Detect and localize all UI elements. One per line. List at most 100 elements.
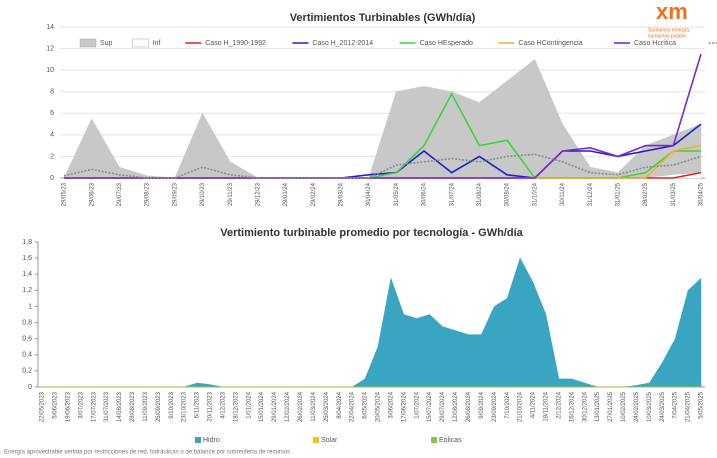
y-tick-label: 0,2: [22, 368, 32, 375]
x-tick-label: 31/10/24: [532, 182, 538, 206]
x-tick-label: 29/07/23: [117, 182, 123, 206]
area: [63, 59, 702, 179]
x-tick-label: 24/03/2025: [660, 391, 666, 422]
x-tick-label: 23/09/2024: [492, 391, 498, 422]
x-tick-label: 21/10/2024: [518, 391, 524, 422]
legend-swatch: [431, 437, 437, 443]
x-tick-label: 31/01/25: [615, 182, 621, 206]
legend-label: Caso HEsperado: [420, 40, 473, 47]
x-tick-label: 3/07/2023: [78, 391, 84, 418]
x-tick-label: 5/06/2023: [52, 391, 58, 418]
x-tick-label: 11/09/2023: [143, 391, 149, 421]
x-tick-label: 7/04/2025: [673, 391, 679, 418]
y-tick-label: 1,8: [22, 239, 32, 246]
x-tick-label: 21/04/2025: [686, 391, 692, 422]
x-tick-label: 29/12/23: [255, 182, 261, 206]
x-tick-label: 15/07/2024: [427, 391, 433, 422]
chart-title: Vertimientos Turbinables (GWh/día): [290, 12, 476, 24]
y-tick-label: 1: [28, 303, 32, 310]
x-tick-label: 16/12/2024: [569, 391, 575, 422]
x-tick-label: 17/07/2023: [91, 391, 97, 422]
x-tick-label: 14/08/2023: [117, 391, 123, 422]
chart-title: Vertimiento turbinable promedio por tecn…: [220, 227, 523, 239]
x-tick-label: 13/01/2025: [595, 391, 601, 422]
x-tick-label: 31/07/2023: [104, 391, 110, 422]
x-tick-label: 10/02/2025: [621, 391, 627, 422]
x-tick-label: 5/05/2025: [699, 391, 705, 418]
legend-label: Eólicas: [439, 437, 462, 444]
x-tick-label: 30/06/24: [422, 182, 428, 206]
x-tick-label: 20/05/2024: [376, 391, 382, 422]
line: [63, 153, 702, 179]
x-tick-label: 29/10/23: [200, 182, 206, 206]
y-tick-label: 1,4: [22, 271, 32, 278]
x-tick-label: 27/01/2025: [608, 391, 614, 422]
x-tick-label: 29/08/23: [145, 182, 151, 206]
x-tick-label: 30/09/24: [505, 182, 511, 206]
x-tick-label: 26/08/2024: [466, 391, 472, 422]
x-tick-label: 29/01/24: [283, 182, 289, 206]
x-tick-label: 20/11/2023: [208, 391, 214, 421]
y-tick-label: 1,6: [22, 255, 32, 262]
x-tick-label: 4/12/2023: [220, 391, 226, 418]
y-tick-label: 1,2: [22, 287, 32, 294]
legend-label: Hidro: [203, 437, 220, 444]
x-tick-label: 25/09/2023: [156, 391, 162, 422]
x-tick-label: 8/04/2024: [337, 391, 343, 418]
legend-label: Caso H_2012-2014: [312, 40, 373, 47]
legend-label: Inf: [153, 40, 161, 47]
logo-slogan: Sumamos energía,: [648, 27, 690, 33]
x-tick-label: 1/07/2024: [414, 391, 420, 418]
x-tick-label: 4/11/2024: [531, 391, 537, 418]
legend-label: Caso H_1990-1992: [205, 40, 266, 47]
x-tick-label: 19/06/2023: [65, 391, 71, 422]
y-tick-label: 12: [46, 45, 54, 52]
x-tick-label: 29/03/24: [339, 182, 345, 206]
x-tick-label: 7/10/2024: [505, 391, 511, 418]
y-tick-label: 0: [50, 175, 54, 182]
x-tick-label: 30/12/2024: [582, 391, 588, 422]
x-tick-label: 31/07/24: [449, 182, 455, 206]
legend-swatch: [132, 38, 149, 48]
x-tick-label: 31/03/25: [671, 182, 677, 206]
y-tick-label: 2: [50, 153, 54, 160]
logo-mark: xm: [656, 0, 688, 24]
footnote: Energía aprovechable vertida por restric…: [4, 450, 290, 456]
y-tick-label: 10: [46, 67, 54, 74]
x-tick-label: 6/11/2023: [195, 391, 201, 418]
x-tick-label: 3/06/2024: [388, 391, 394, 418]
logo-slogan: sumamos pasión: [648, 33, 686, 39]
y-tick-label: 14: [46, 24, 54, 31]
y-tick-label: 0,4: [22, 352, 32, 359]
x-tick-label: 23/10/2023: [182, 391, 188, 422]
y-tick-label: 0: [28, 384, 32, 391]
legend-label: Sup: [100, 40, 113, 47]
x-tick-label: 28/08/2023: [130, 391, 136, 422]
x-tick-label: 9/09/2024: [479, 391, 485, 418]
x-tick-label: 31/12/24: [588, 182, 594, 206]
x-tick-label: 11/03/2024: [311, 391, 317, 421]
x-tick-label: 30/04/25: [699, 182, 705, 206]
legend-label: Caso HContingencia: [518, 40, 582, 47]
line: [64, 53, 702, 179]
legend-swatch: [313, 437, 319, 443]
x-tick-label: 29/07/2024: [440, 391, 446, 422]
y-tick-label: 4: [50, 132, 54, 139]
x-tick-label: 29/02/24: [311, 182, 317, 206]
x-tick-label: 25/03/2024: [324, 391, 330, 422]
y-tick-label: 8: [50, 89, 54, 96]
y-tick-label: 0,8: [22, 319, 32, 326]
x-tick-label: 2/12/2024: [556, 391, 562, 418]
legend-swatch: [195, 437, 201, 443]
x-tick-label: 31/08/24: [477, 182, 483, 206]
x-tick-label: 29/06/23: [89, 182, 95, 206]
x-tick-label: 15/01/2024: [259, 391, 265, 422]
x-tick-label: 29/01/2024: [272, 391, 278, 422]
x-tick-label: 18/11/2024: [544, 391, 550, 421]
x-tick-label: 30/04/24: [366, 182, 372, 206]
x-tick-label: 9/10/2023: [169, 391, 175, 418]
x-tick-label: 29/09/23: [172, 182, 178, 206]
x-tick-label: 31/05/24: [394, 182, 400, 206]
x-tick-label: 30/11/24: [560, 182, 566, 206]
